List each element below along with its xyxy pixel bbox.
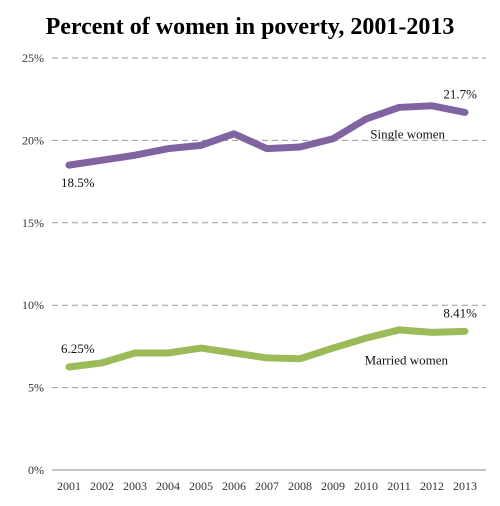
x-tick-label: 2010 bbox=[354, 479, 378, 493]
x-tick-label: 2012 bbox=[420, 479, 444, 493]
x-tick-label: 2011 bbox=[387, 479, 411, 493]
data-label-start: 18.5% bbox=[61, 175, 95, 190]
x-tick-label: 2013 bbox=[453, 479, 477, 493]
x-tick-label: 2008 bbox=[288, 479, 312, 493]
gridlines bbox=[52, 57, 486, 389]
data-label-end: 8.41% bbox=[443, 305, 477, 320]
x-tick-label: 2001 bbox=[57, 479, 81, 493]
y-axis-ticks: 0% 5% 10% 15% 20% 25% bbox=[22, 51, 44, 477]
x-tick-label: 2007 bbox=[255, 479, 279, 493]
x-tick-label: 2002 bbox=[90, 479, 114, 493]
data-label-start: 6.25% bbox=[61, 341, 95, 356]
y-tick-label: 15% bbox=[22, 216, 44, 230]
x-tick-label: 2006 bbox=[222, 479, 246, 493]
x-axis-ticks: 2001 2002 2003 2004 2005 2006 2007 2008 2009 2010… bbox=[57, 479, 477, 493]
series-line bbox=[65, 326, 469, 371]
series-name-label: Single women bbox=[370, 126, 445, 141]
data-label-end: 21.7% bbox=[443, 86, 477, 101]
y-tick-label: 5% bbox=[28, 381, 44, 395]
x-tick-label: 2004 bbox=[156, 479, 180, 493]
x-tick-label: 2003 bbox=[123, 479, 147, 493]
data-labels: 18.5% 21.7% Single women 6.25% 8.41% Married … bbox=[61, 86, 477, 367]
y-tick-label: 25% bbox=[22, 51, 44, 65]
series-name-label: Married women bbox=[365, 352, 449, 367]
x-tick-label: 2009 bbox=[321, 479, 345, 493]
y-tick-label: 10% bbox=[22, 298, 44, 312]
chart-title: Percent of women in poverty, 2001-2013 bbox=[46, 14, 455, 40]
x-tick-label: 2005 bbox=[189, 479, 213, 493]
y-tick-label: 20% bbox=[22, 133, 44, 147]
y-tick-label: 0% bbox=[28, 463, 44, 477]
series-line bbox=[65, 102, 469, 169]
series-lines bbox=[65, 102, 469, 371]
